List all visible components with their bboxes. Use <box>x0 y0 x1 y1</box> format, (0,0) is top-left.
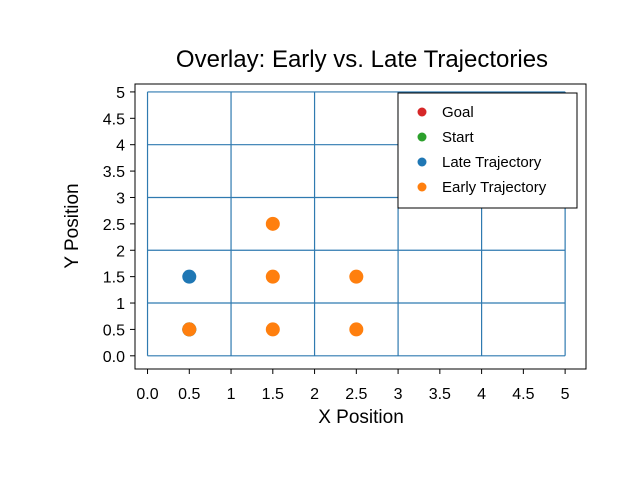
x-tick-label: 4 <box>477 386 486 403</box>
legend-marker-goal <box>417 107 427 117</box>
y-tick-label: 0.5 <box>103 322 125 339</box>
late-trajectory-point <box>182 269 197 284</box>
legend-marker-start <box>417 132 427 142</box>
y-tick-label: 0.0 <box>103 349 125 366</box>
data-points <box>182 111 531 337</box>
plot-frame <box>134 83 587 370</box>
x-tick-label: 1 <box>227 386 236 403</box>
legend-label-goal: Goal <box>442 104 474 121</box>
x-tick-label: 2 <box>310 386 319 403</box>
y-tick-label: 2.5 <box>103 217 125 234</box>
x-axis-ticks: 0.0 0.5 1 1.5 2 2.5 3 3.5 4 4.5 5 <box>136 369 570 403</box>
x-axis-label: X Position <box>318 407 404 428</box>
y-axis-label: Y Position <box>62 183 83 268</box>
legend-label-late-trajectory: Late Trajectory <box>442 154 542 171</box>
x-tick-label: 2.5 <box>345 386 367 403</box>
y-tick-label: 1.5 <box>103 270 125 287</box>
legend-label-early-trajectory: Early Trajectory <box>442 179 547 196</box>
x-tick-label: 4.5 <box>512 386 534 403</box>
early-trajectory-point <box>265 216 280 231</box>
y-tick-label: 3.5 <box>103 164 125 181</box>
x-tick-label: 0.0 <box>136 386 158 403</box>
y-tick-label: 3 <box>116 190 125 207</box>
x-tick-label: 3 <box>394 386 403 403</box>
early-trajectory-point <box>182 322 197 337</box>
early-trajectory-point <box>349 269 364 284</box>
legend-marker-early-trajectory <box>417 182 427 192</box>
x-tick-label: 1.5 <box>262 386 284 403</box>
x-tick-label: 5 <box>561 386 570 403</box>
y-tick-label: 4 <box>116 138 125 155</box>
x-tick-label: 3.5 <box>429 386 451 403</box>
legend-marker-late-trajectory <box>417 157 427 167</box>
legend-box <box>397 92 578 209</box>
early-trajectory-point <box>349 322 364 337</box>
y-axis-ticks: 0.0 0.5 1 1.5 2 2.5 3 3.5 4 4.5 5 <box>103 85 135 366</box>
y-tick-label: 2 <box>116 243 125 260</box>
x-tick-label: 0.5 <box>178 386 200 403</box>
y-tick-label: 4.5 <box>103 111 125 128</box>
early-trajectory-point <box>265 322 280 337</box>
legend: Goal Start Late Trajectory Early Trajectory <box>397 92 578 209</box>
chart-title: Overlay: Early vs. Late Trajectories <box>176 46 548 73</box>
y-tick-label: 1 <box>116 296 125 313</box>
early-trajectory-point <box>265 269 280 284</box>
y-tick-label: 5 <box>116 85 125 102</box>
legend-label-start: Start <box>442 129 475 146</box>
